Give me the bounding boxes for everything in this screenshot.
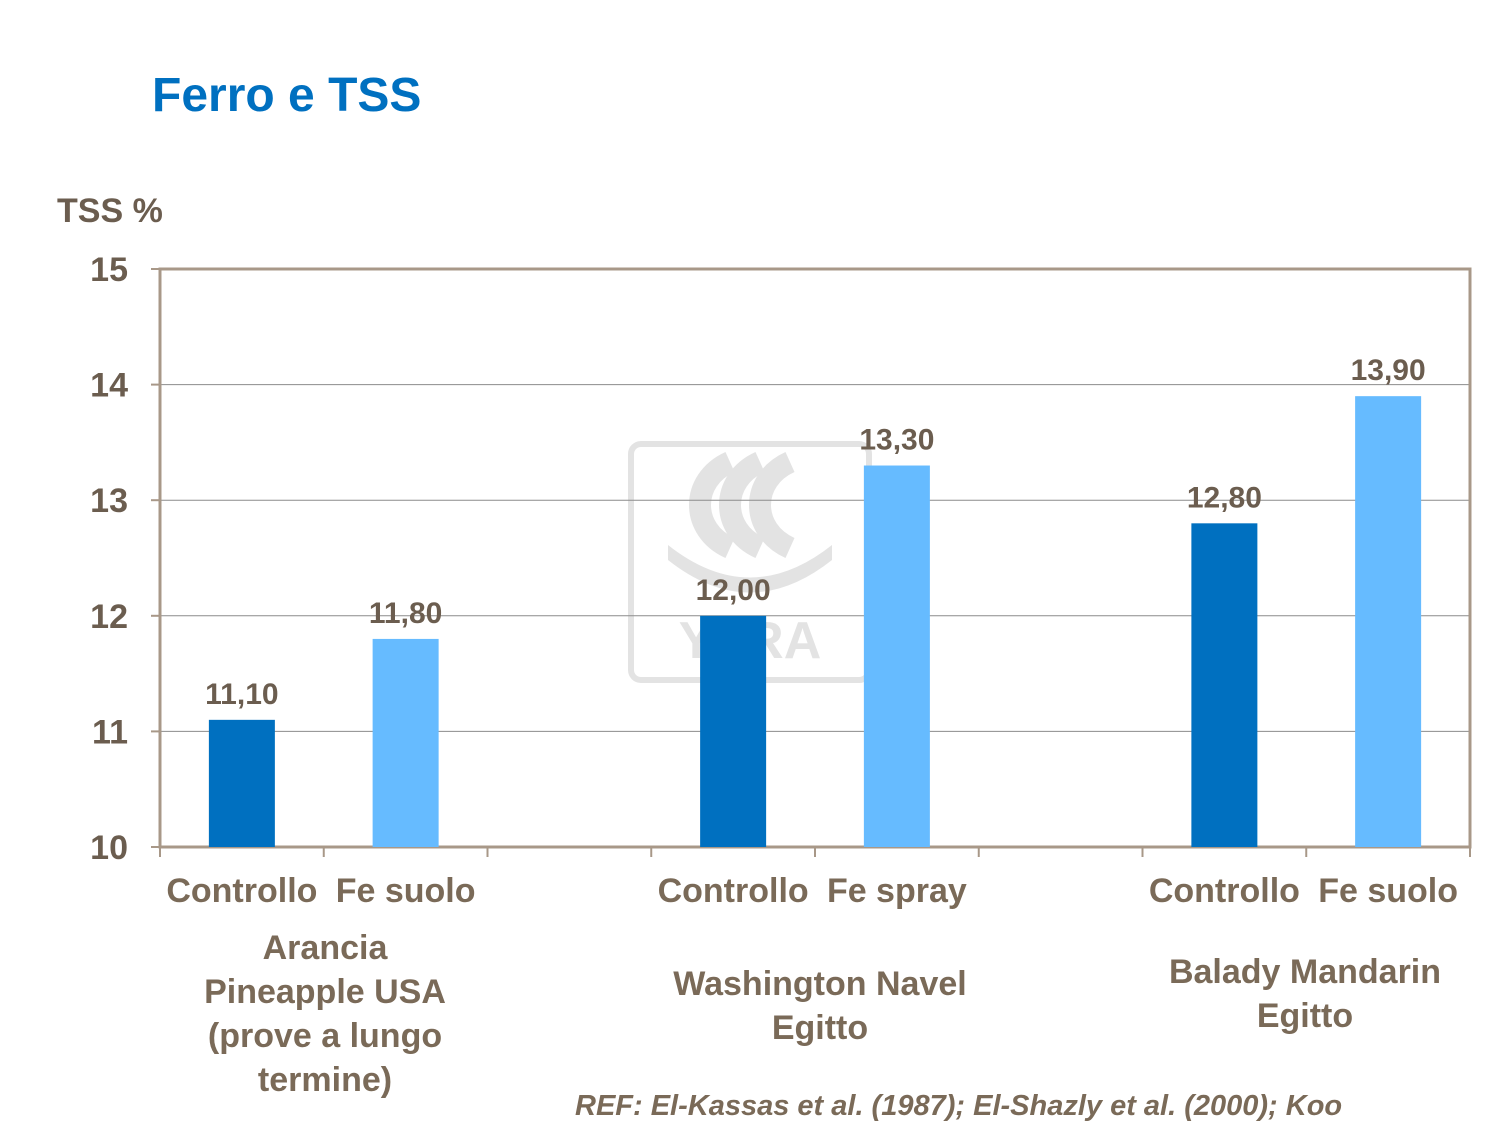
x-category-label: Fe suolo — [1318, 872, 1458, 910]
bar — [863, 465, 930, 847]
x-category-label: Controllo — [658, 872, 809, 910]
data-label: 12,80 — [1187, 481, 1262, 514]
bar — [372, 638, 439, 847]
x-category-label: Controllo — [166, 872, 317, 910]
data-label: 11,10 — [205, 678, 278, 711]
watermark-wave — [749, 451, 796, 559]
group-label-1: Arancia Pineapple USA (prove a lungo ter… — [145, 926, 505, 1102]
group-label-2: Washington Navel Egitto — [640, 962, 1000, 1050]
watermark-wave — [719, 451, 766, 559]
group-3-line-1: Balady Mandarin — [1168, 953, 1442, 991]
y-tick-label: 12 — [90, 598, 128, 636]
group-2-line-1: Washington Navel — [673, 965, 967, 1003]
group-1-line-1: Arancia — [262, 929, 388, 967]
y-tick-label: 13 — [90, 482, 128, 520]
x-category-label: Fe spray — [827, 872, 967, 910]
bar — [700, 615, 767, 847]
group-2-line-2: Egitto — [771, 1009, 869, 1047]
group-3-line-2: Egitto — [1256, 997, 1354, 1035]
x-category-label: Fe suolo — [336, 872, 476, 910]
watermark-wave — [689, 451, 736, 559]
group-label-3: Balady Mandarin Egitto — [1125, 950, 1485, 1038]
bar — [1355, 396, 1422, 847]
data-label: 11,80 — [369, 597, 442, 630]
group-1-line-2: Pineapple USA — [204, 973, 446, 1011]
group-1-line-3: (prove a lungo — [207, 1017, 443, 1055]
data-label: 13,90 — [1351, 354, 1426, 387]
group-1-line-4: termine) — [257, 1061, 393, 1099]
y-tick-label: 11 — [92, 713, 128, 751]
x-category-label: Controllo — [1149, 872, 1300, 910]
y-tick-label: 10 — [90, 829, 128, 867]
page-title: Ferro e TSS — [152, 69, 422, 122]
reference-note: REF: El-Kassas et al. (1987); El-Shazly … — [575, 1090, 1343, 1122]
data-label: 12,00 — [696, 574, 771, 607]
watermark-ship — [668, 545, 832, 593]
bar — [1191, 523, 1258, 847]
y-axis-label: TSS % — [57, 192, 163, 230]
y-tick-label: 15 — [90, 251, 128, 289]
data-label: 13,30 — [859, 424, 934, 457]
bar — [208, 719, 275, 847]
y-tick-label: 14 — [90, 367, 128, 405]
